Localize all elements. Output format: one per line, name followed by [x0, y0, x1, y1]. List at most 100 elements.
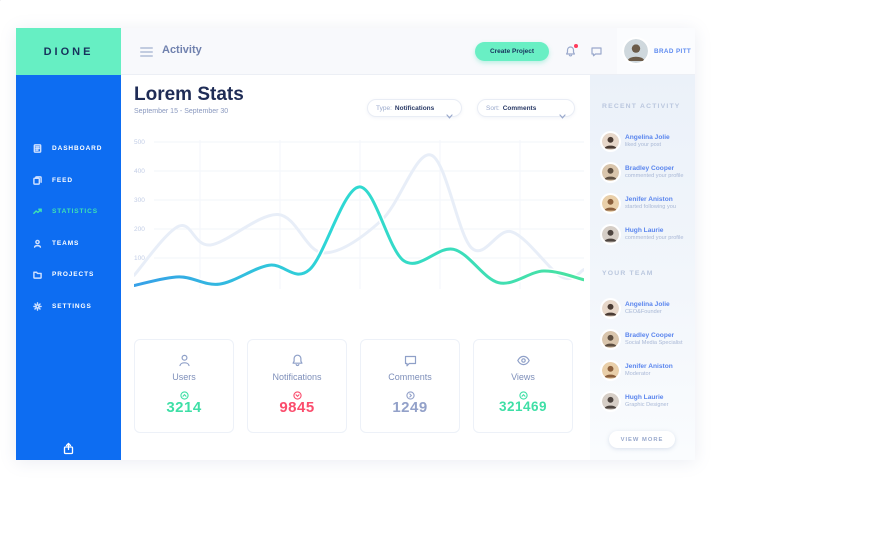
menu-icon[interactable]: [140, 47, 153, 59]
card-value: 321469: [498, 399, 548, 414]
recent-activity-title: RECENT ACTIVITY: [602, 103, 681, 110]
team-member[interactable]: Angelina Jolie CEO&Founder: [602, 300, 690, 317]
person-name: Bradley Cooper: [625, 165, 675, 172]
card-label: Users: [172, 372, 196, 382]
activity-item[interactable]: Angelina Jolie liked your post: [602, 133, 690, 150]
svg-text:200: 200: [134, 226, 145, 233]
sidebar-item-teams[interactable]: TEAMS: [16, 228, 121, 260]
avatar: [602, 226, 619, 243]
avatar: [602, 300, 619, 317]
sidebar-item-settings[interactable]: SETTINGS: [16, 291, 121, 323]
avatar: [602, 331, 619, 348]
card-value: 1249: [392, 399, 428, 416]
person-name: Angelina Jolie: [625, 301, 670, 308]
sidebar-item-projects[interactable]: PROJECTS: [16, 259, 121, 291]
sidebar: DIONE DASHBOARD FEED STATISTICS: [16, 28, 121, 460]
sidebar-item-dashboard[interactable]: DASHBOARD: [16, 133, 121, 165]
date-range: September 15 - September 30: [134, 108, 229, 115]
user-profile[interactable]: BRAD PITT: [617, 28, 695, 75]
avatar: [602, 393, 619, 410]
person-name: Bradley Cooper: [625, 332, 675, 339]
create-project-button[interactable]: Create Project: [475, 42, 549, 61]
filter-label: Sort:: [486, 104, 500, 112]
your-team-title: YOUR TEAM: [602, 270, 654, 277]
clipboard-icon: [33, 144, 42, 154]
card-label: Views: [511, 372, 535, 382]
chat-icon: [591, 47, 602, 57]
card-label: Notifications: [272, 372, 322, 382]
avatar: [624, 39, 648, 63]
person-icon: [177, 353, 192, 369]
dashboard-app: DIONE DASHBOARD FEED STATISTICS: [16, 28, 695, 460]
user-name: BRAD PITT: [654, 47, 692, 55]
chat-icon: [403, 353, 418, 369]
filter-value: Comments: [502, 104, 537, 112]
notifications-button[interactable]: [564, 44, 578, 59]
person-name: Jenifer Aniston: [625, 363, 673, 370]
page-title: Activity: [162, 44, 202, 56]
filter-value: Notifications: [394, 104, 435, 112]
top-header: Activity Create Project: [121, 28, 617, 75]
bell-icon: [290, 353, 305, 369]
summary-cards: Users 3214 Notifications 9845 Comments: [134, 339, 586, 433]
activity-item[interactable]: Jenifer Aniston started following you: [602, 195, 690, 212]
filter-label: Type:: [376, 104, 392, 112]
sidebar-item-statistics[interactable]: STATISTICS: [16, 196, 121, 228]
activity-item[interactable]: Hugh Laurie commented your profile: [602, 226, 690, 243]
activity-action: liked your post: [625, 142, 662, 148]
bell-icon: [566, 46, 575, 57]
nav-list: DASHBOARD FEED STATISTICS TEAMS: [16, 75, 121, 322]
avatar: [602, 164, 619, 181]
team-member[interactable]: Hugh Laurie Graphic Designer: [602, 393, 690, 410]
sidebar-item-label: FEED: [52, 176, 73, 184]
right-panel: RECENT ACTIVITY Angelina Jolie liked your…: [590, 75, 695, 460]
card-value: 9845: [279, 399, 315, 416]
comments-card: Comments 1249: [360, 339, 460, 433]
share-button[interactable]: [16, 442, 121, 455]
view-more-button[interactable]: VIEW MORE: [609, 431, 675, 448]
card-label: Comments: [388, 372, 432, 382]
section-title: Lorem Stats: [134, 84, 244, 105]
member-role: Graphic Designer: [625, 402, 669, 408]
trend-right-icon: [405, 387, 415, 400]
type-filter-dropdown[interactable]: Type: Notifications: [367, 99, 462, 119]
avatar: [602, 195, 619, 212]
eye-icon: [516, 353, 531, 369]
users-card: Users 3214: [134, 339, 234, 433]
chevron-down-icon: [446, 106, 453, 119]
sidebar-item-label: STATISTICS: [52, 208, 98, 216]
activity-line-chart: 500 400 300 200 100: [131, 134, 587, 308]
sidebar-item-feed[interactable]: FEED: [16, 165, 121, 197]
team-member[interactable]: Jenifer Aniston Moderator: [602, 362, 690, 379]
chevron-down-icon: [559, 106, 566, 119]
member-role: CEO&Founder: [625, 309, 662, 315]
activity-action: commented your profile: [625, 235, 684, 241]
avatar: [602, 362, 619, 379]
person-name: Angelina Jolie: [625, 134, 670, 141]
member-role: Moderator: [625, 371, 651, 377]
team-member[interactable]: Bradley Cooper Social Media Specialist: [602, 331, 690, 348]
sidebar-item-label: SETTINGS: [52, 302, 92, 310]
avatar: [602, 133, 619, 150]
sidebar-item-label: DASHBOARD: [52, 145, 103, 153]
trend-up-icon: [518, 387, 528, 400]
activity-item[interactable]: Bradley Cooper commented your profile: [602, 164, 690, 181]
svg-text:100: 100: [134, 255, 145, 262]
person-name: Hugh Laurie: [625, 227, 664, 234]
svg-text:500: 500: [134, 139, 145, 146]
sort-filter-dropdown[interactable]: Sort: Comments: [477, 99, 575, 119]
trend-up-icon: [179, 387, 189, 400]
trend-down-icon: [292, 387, 302, 400]
notification-dot: [574, 44, 578, 48]
sidebar-item-label: PROJECTS: [52, 271, 95, 279]
activity-action: started following you: [625, 204, 676, 210]
gear-icon: [33, 301, 42, 311]
person-name: Hugh Laurie: [625, 394, 664, 401]
svg-text:400: 400: [134, 168, 145, 175]
messages-button[interactable]: [590, 45, 604, 59]
main-content: Lorem Stats September 15 - September 30 …: [121, 75, 590, 460]
notifications-card: Notifications 9845: [247, 339, 347, 433]
member-role: Social Media Specialist: [625, 340, 683, 346]
person-icon: [33, 239, 42, 248]
